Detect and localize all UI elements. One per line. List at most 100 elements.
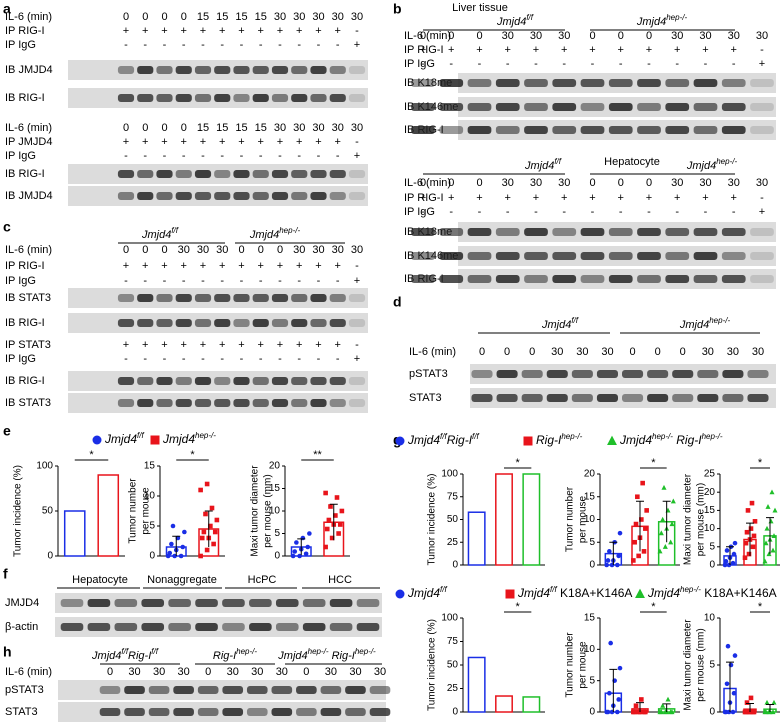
bar (467, 511, 486, 566)
row-cell: + (702, 44, 708, 56)
row-cell: - (336, 353, 340, 365)
y-tick-label: 50 (447, 514, 459, 525)
data-point (746, 551, 752, 557)
blot-band (137, 377, 154, 385)
data-point (212, 529, 218, 535)
error-bar (662, 500, 671, 543)
data-point (170, 523, 176, 529)
row-cell: + (702, 192, 708, 204)
blot-band (693, 252, 718, 260)
blot-band (622, 394, 644, 402)
data-point (204, 547, 210, 553)
blot-band (310, 399, 327, 407)
row-label: IP RIG-I (5, 260, 45, 272)
y-axis-label: Tumor number (128, 478, 139, 544)
data-point (337, 522, 343, 527)
row-cell: + (561, 44, 567, 56)
text-segment: hep-/- (308, 647, 329, 656)
row-cell: - (240, 275, 244, 287)
panel-letter: c (3, 219, 11, 235)
sig-label: * (651, 457, 656, 469)
row-cell: + (200, 260, 206, 272)
row-cell: + (277, 136, 283, 148)
y-tick-label: 15 (584, 491, 596, 502)
blot-band (296, 708, 317, 716)
error-bar (204, 510, 213, 547)
blot-band (252, 170, 269, 178)
data-point (182, 529, 187, 535)
y-tick-label: 15 (584, 613, 596, 624)
text-segment: Hepatocyte (72, 574, 128, 586)
blot-band (114, 599, 138, 607)
text-segment: Rig-I (673, 433, 702, 447)
blot-band (411, 252, 435, 260)
row-cell: - (124, 275, 128, 287)
blot-band (156, 66, 173, 74)
panel-letter: b (393, 1, 402, 17)
row-cell: 15 (235, 122, 247, 134)
row-cell: 0 (618, 177, 624, 189)
y-axis-label: per mouse (578, 495, 589, 543)
data-point (208, 523, 213, 529)
data-point (771, 533, 777, 538)
text-segment: Jmjd4 (141, 229, 171, 241)
row-cell: + (731, 44, 737, 56)
data-point (326, 517, 332, 523)
data-point (617, 530, 623, 536)
row-cell: 30 (699, 30, 711, 42)
text-segment: f/f (151, 647, 158, 656)
row-cell: - (124, 353, 128, 365)
row-cell: + (589, 192, 595, 204)
blot-band (148, 686, 170, 694)
blot-band (291, 192, 308, 200)
row-label: IP IgG (404, 206, 435, 218)
blot-band (580, 252, 605, 260)
blot-band (467, 275, 492, 283)
blot-band (222, 708, 244, 716)
legend-marker (92, 435, 102, 445)
group-label: Jmjd4hep-/- (249, 226, 301, 241)
blot-band (329, 294, 346, 302)
blot-band (467, 228, 492, 236)
row-cell: + (354, 275, 360, 287)
row-cell: 30 (351, 122, 363, 134)
data-point (604, 562, 609, 568)
blot-band (246, 686, 268, 694)
blot-band (222, 599, 245, 607)
row-cell: + (181, 25, 187, 37)
blot-band (124, 708, 145, 716)
row-cell: 30 (227, 666, 239, 678)
blot-band (214, 294, 231, 302)
blot-band (521, 370, 543, 378)
blot-band (524, 126, 548, 134)
data-point (725, 643, 731, 649)
text-segment: Jmjd4 (636, 16, 666, 28)
legend-marker (607, 435, 617, 446)
row-cell: 30 (178, 244, 190, 256)
data-point (607, 690, 612, 696)
data-point (657, 548, 663, 554)
data-point (615, 709, 620, 715)
bar (467, 656, 486, 713)
blot-band (495, 252, 520, 260)
y-axis-label: per mouse (mm) (263, 474, 274, 547)
sig-label: * (89, 449, 94, 461)
row-cell: - (220, 150, 224, 162)
data-point (743, 540, 749, 546)
text-segment: hep-/- (716, 157, 737, 166)
y-tick-label: 15 (704, 505, 716, 516)
blot-band (665, 126, 690, 134)
text-segment: f/f (440, 432, 447, 441)
row-cell: 30 (502, 30, 514, 42)
row-cell: - (647, 58, 651, 70)
blot-band (471, 394, 493, 402)
row-cell: 0 (123, 122, 129, 134)
blot-band (252, 399, 269, 407)
row-cell: 0 (476, 30, 482, 42)
blot-band (439, 228, 464, 236)
row-cell: 30 (332, 244, 344, 256)
row-cell: - (619, 58, 623, 70)
y-axis-label: Maxi tumor diameter (250, 465, 261, 557)
row-cell: + (123, 339, 129, 351)
row-cell: 30 (293, 244, 305, 256)
